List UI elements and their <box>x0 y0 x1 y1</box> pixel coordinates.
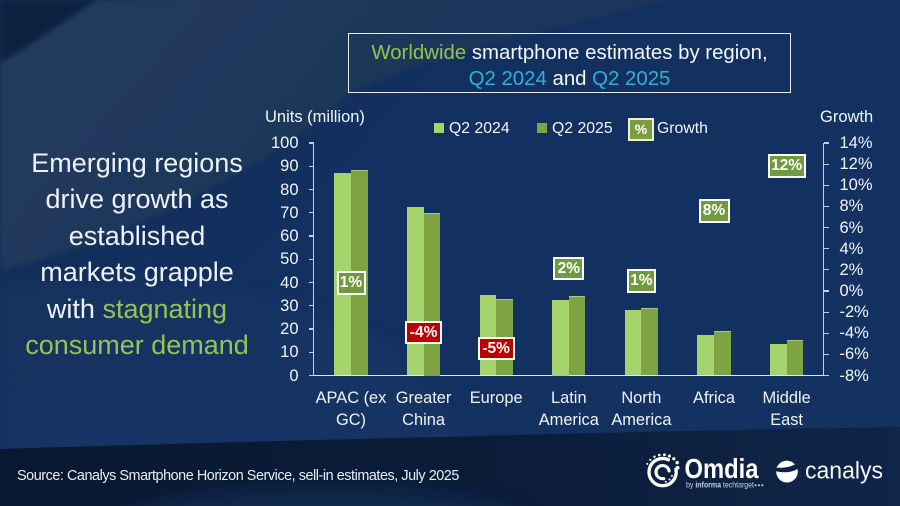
svg-text:Omdia: Omdia <box>685 453 759 484</box>
svg-text:canalys: canalys <box>805 457 883 484</box>
svg-text:by informa techtarget: by informa techtarget <box>686 481 755 490</box>
